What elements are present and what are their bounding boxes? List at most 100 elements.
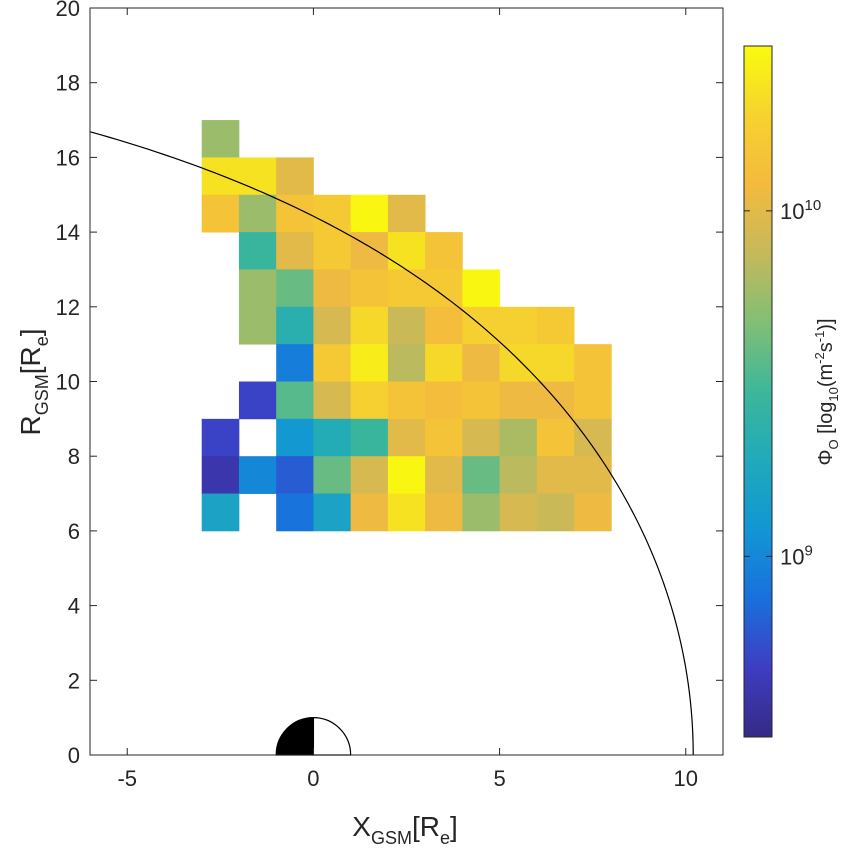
magnetopause-boundary <box>90 131 694 755</box>
colorbar <box>743 45 773 738</box>
heatmap-cell <box>238 269 277 308</box>
heatmap-cell <box>387 194 426 233</box>
heatmap-cell <box>574 344 612 382</box>
colorbar-label: ΦO [log10(m-2s-1)] <box>812 318 841 465</box>
heatmap-cell <box>201 456 240 494</box>
heatmap-cell <box>499 344 538 382</box>
heatmap-cell <box>276 157 314 196</box>
y-tick-label: 4 <box>68 594 80 619</box>
heatmap-cell <box>313 232 352 270</box>
heatmap-cell <box>387 232 426 270</box>
heatmap-cell <box>499 493 538 532</box>
y-tick-label: 2 <box>68 668 80 693</box>
boundary-line <box>90 131 694 755</box>
heatmap-cell <box>313 194 352 233</box>
heatmap-cell <box>425 381 463 420</box>
heatmap-cell <box>536 418 575 457</box>
heatmap-cell <box>350 344 389 382</box>
heatmap-cells <box>201 120 612 532</box>
colorbar-tick-label: 109 <box>780 542 813 569</box>
y-tick-label: 8 <box>68 444 80 469</box>
heatmap-cell <box>425 306 463 345</box>
y-tick-label: 6 <box>68 519 80 544</box>
heatmap-cell <box>350 306 389 345</box>
heatmap-cell <box>536 344 575 382</box>
heatmap-cell <box>387 269 426 308</box>
heatmap-cell <box>387 418 426 457</box>
heatmap-cell <box>574 418 612 457</box>
heatmap-cell <box>350 269 389 308</box>
heatmap-cell <box>536 456 575 494</box>
heatmap-cell <box>201 493 240 532</box>
y-tick-label: 18 <box>56 71 80 96</box>
heatmap-cell <box>462 418 500 457</box>
heatmap-cell <box>425 418 463 457</box>
heatmap-cell <box>238 232 277 270</box>
heatmap-cell <box>313 344 352 382</box>
heatmap-cell <box>313 418 352 457</box>
y-axis-ticks: 0 2 4 6 8 10 12 14 16 18 20 <box>56 0 723 768</box>
heatmap-cell <box>462 269 500 308</box>
heatmap-cell <box>201 157 240 196</box>
heatmap-cell <box>574 493 612 532</box>
heatmap-cell <box>313 493 352 532</box>
heatmap-cell <box>425 232 463 270</box>
heatmap-cell <box>276 344 314 382</box>
heatmap-cell <box>350 418 389 457</box>
heatmap-cell <box>276 381 314 420</box>
heatmap-cell <box>201 418 240 457</box>
heatmap-cell <box>387 493 426 532</box>
heatmap-cell <box>276 232 314 270</box>
heatmap-cell <box>425 456 463 494</box>
heatmap-cell <box>499 456 538 494</box>
heatmap-cell <box>238 306 277 345</box>
heatmap-cell <box>313 269 352 308</box>
heatmap-cell <box>201 194 240 233</box>
heatmap-cell <box>536 493 575 532</box>
heatmap-cell <box>574 456 612 494</box>
heatmap-cell <box>499 418 538 457</box>
heatmap-cell <box>462 493 500 532</box>
heatmap-cell <box>276 493 314 532</box>
y-tick-label: 16 <box>56 145 80 170</box>
heatmap-cell <box>313 381 352 420</box>
x-axis-ticks: -5 0 5 10 <box>117 8 698 791</box>
heatmap-cell <box>462 344 500 382</box>
x-axis-label: XGSM[Re] <box>352 811 458 848</box>
heatmap-cell <box>536 306 575 345</box>
heatmap-cell <box>425 493 463 532</box>
y-tick-label: 10 <box>56 370 80 395</box>
y-tick-label: 14 <box>56 220 80 245</box>
y-tick-label: 12 <box>56 295 80 320</box>
heatmap-cell <box>276 418 314 457</box>
colorbar-ticks: 109 1010 <box>744 197 821 569</box>
y-axis-label: RGSM[Re] <box>15 328 52 435</box>
y-tick-label: 20 <box>56 0 80 21</box>
heatmap-cell <box>276 306 314 345</box>
heatmap-cell <box>201 120 240 158</box>
heatmap-cell <box>387 456 426 494</box>
heatmap-cell <box>536 381 575 420</box>
heatmap-cell <box>350 232 389 270</box>
colorbar-tick-label: 1010 <box>780 197 821 224</box>
heatmap-cell <box>425 269 463 308</box>
heatmap-cell <box>276 269 314 308</box>
heatmap-cell <box>350 194 389 233</box>
heatmap-cell <box>238 194 277 233</box>
heatmap-cell <box>387 306 426 345</box>
heatmap-cell <box>238 381 277 420</box>
heatmap-cell <box>462 381 500 420</box>
heatmap-cell <box>350 381 389 420</box>
heatmap-cell <box>238 456 277 494</box>
heatmap-cell <box>425 344 463 382</box>
heatmap-cell <box>350 493 389 532</box>
x-tick-label: 5 <box>493 766 505 791</box>
heatmap-cell <box>350 456 389 494</box>
heatmap-cell <box>313 306 352 345</box>
heatmap-cell <box>387 344 426 382</box>
heatmap-cell <box>462 456 500 494</box>
heatmap-cell <box>276 456 314 494</box>
heatmap-cell <box>499 381 538 420</box>
heatmap-cell <box>499 306 538 345</box>
